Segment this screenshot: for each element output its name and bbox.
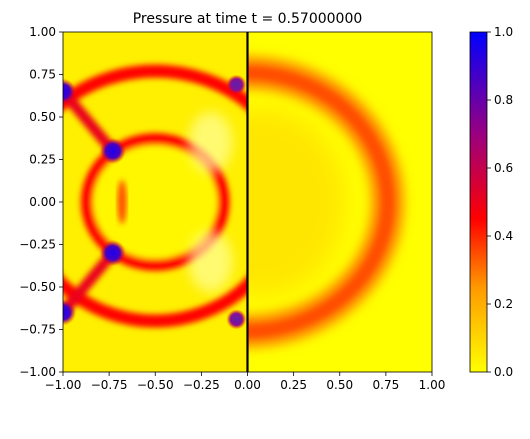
x-tick-label-0: −1.00 [45, 378, 82, 392]
colorbar-axis: 0.0 0.2 0.4 0.6 0.8 1.0 [487, 25, 513, 379]
high-pressure-spot-5 [226, 309, 247, 330]
heatmap-field [63, 32, 432, 372]
high-pressure-spot-0 [63, 78, 76, 105]
high-pressure-spot-2 [99, 138, 126, 164]
colorbar [469, 31, 488, 373]
colorbar-tick-label-4: 0.8 [494, 93, 513, 107]
outer-upper-arc [63, 64, 247, 111]
y-tick-label-6: 0.50 [29, 110, 56, 124]
x-axis: −1.00 −0.75 −0.50 −0.25 0.00 0.25 0.50 0.75 1.00 [45, 372, 446, 392]
inner-ellipse [117, 179, 127, 225]
x-tick-label-3: −0.25 [183, 378, 220, 392]
high-pressure-spot-1 [63, 299, 76, 326]
chart-title: Pressure at time t = 0.57000000 [133, 11, 363, 27]
x-tick-label-2: −0.50 [137, 378, 174, 392]
pale-blob-1 [188, 230, 233, 293]
x-tick-label-1: −0.75 [91, 378, 128, 392]
colorbar-tick-label-2: 0.4 [494, 229, 513, 243]
y-tick-label-3: −0.25 [19, 238, 56, 252]
pale-blob-0 [188, 111, 233, 174]
y-axis: −1.00 −0.75 −0.50 −0.25 0.00 0.25 0.50 0.75 1.00 [19, 25, 63, 379]
y-tick-label-5: 0.25 [29, 153, 56, 167]
x-tick-label-8: 1.00 [419, 378, 446, 392]
x-tick-label-6: 0.50 [326, 378, 353, 392]
transmitted-glow [247, 108, 346, 296]
inner-circle [80, 133, 230, 271]
colorbar-tick-label-3: 0.6 [494, 161, 513, 175]
high-pressure-spot-4 [226, 74, 247, 95]
x-tick-label-4: 0.00 [234, 378, 261, 392]
y-tick-label-0: −1.00 [19, 365, 56, 379]
colorbar-tick-label-5: 1.0 [494, 25, 513, 39]
outer-lower-arc [63, 276, 247, 328]
colorbar-tick-label-1: 0.2 [494, 297, 513, 311]
colorbar-tick-label-0: 0.0 [494, 365, 513, 379]
x-tick-label-5: 0.25 [280, 378, 307, 392]
y-tick-label-1: −0.75 [19, 323, 56, 337]
x-tick-label-7: 0.75 [373, 378, 400, 392]
y-tick-label-4: 0.00 [29, 195, 56, 209]
y-tick-label-8: 1.00 [29, 25, 56, 39]
high-pressure-spot-3 [99, 240, 126, 266]
y-tick-label-7: 0.75 [29, 68, 56, 82]
y-tick-label-2: −0.50 [19, 280, 56, 294]
